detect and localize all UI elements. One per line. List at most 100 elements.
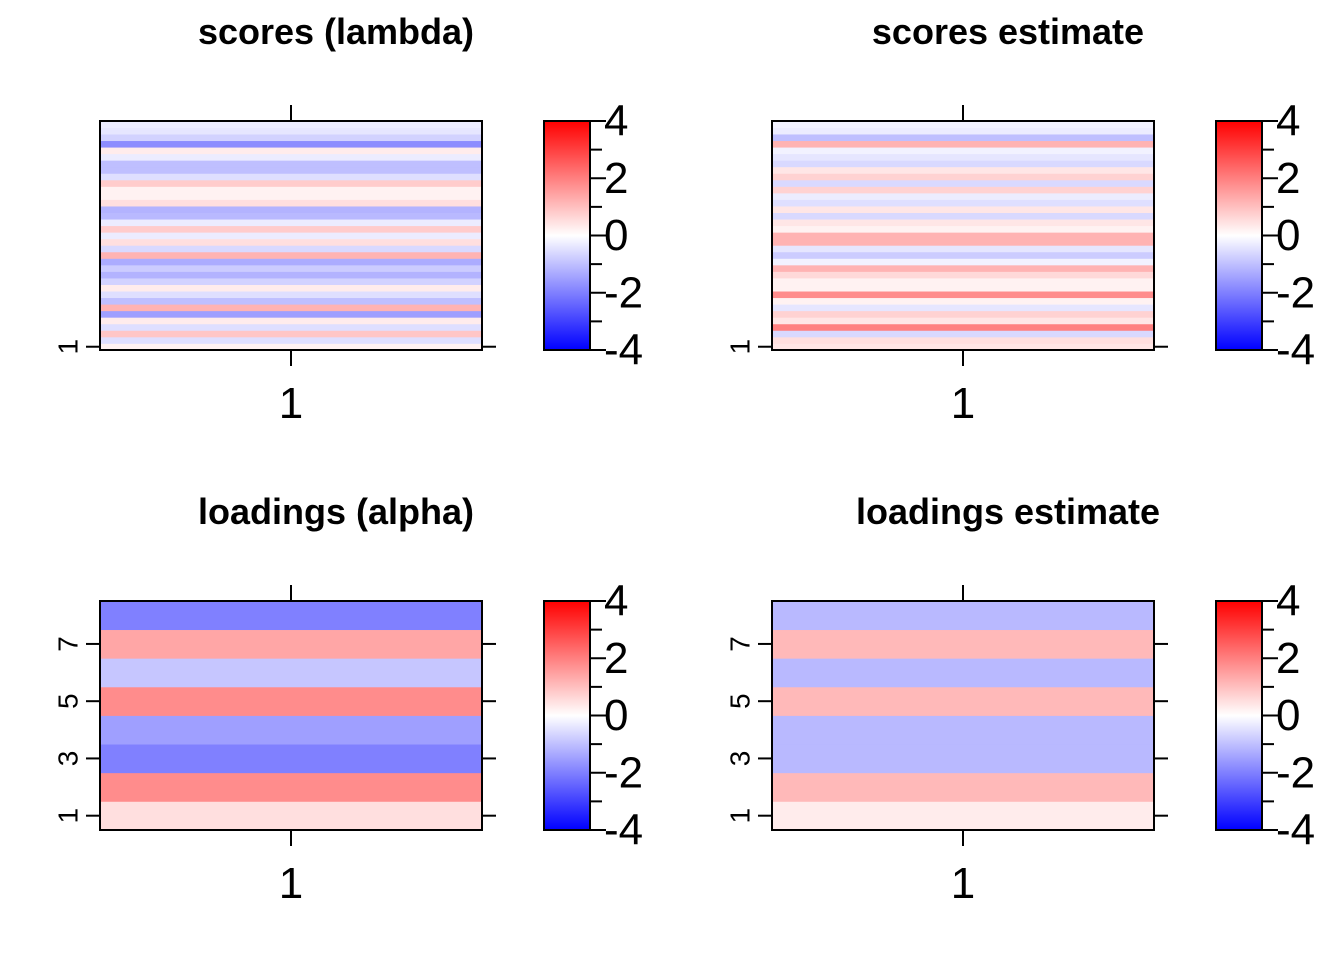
colorbar: [543, 600, 591, 831]
heatmap-cell: [100, 601, 482, 631]
heatmap-cell: [772, 245, 1154, 253]
heatmap-cell: [772, 127, 1154, 135]
colorbar-label: -4: [1276, 806, 1315, 855]
heatmap-cell: [100, 186, 482, 194]
y-tick-label: 7: [725, 636, 756, 652]
heatmap-cell: [100, 801, 482, 831]
colorbar-label: -4: [1276, 326, 1315, 375]
heatmap-cell: [772, 238, 1154, 246]
x-tick-label: 1: [279, 379, 303, 428]
heatmap-cell: [100, 284, 482, 292]
heatmap-cell: [772, 199, 1154, 207]
heatmap-cell: [100, 297, 482, 305]
heatmap-cell: [772, 336, 1154, 344]
heatmap-cell: [100, 232, 482, 240]
heatmap-panel-1: scores (lambda) 1 1 4 2 0 -2 -4: [53, 11, 644, 428]
y-tick-label: 7: [53, 636, 84, 652]
heatmap-cell: [100, 658, 482, 688]
heatmap-cell: [772, 291, 1154, 299]
colorbar: [1215, 600, 1263, 831]
heatmap-cell: [100, 772, 482, 802]
x-tick-label: 1: [279, 859, 303, 908]
y-tick-label: 3: [725, 751, 756, 767]
colorbar-label: -2: [1276, 748, 1315, 797]
heatmap-cell: [100, 212, 482, 220]
heatmap-cell: [772, 772, 1154, 802]
heatmap-cell: [772, 658, 1154, 688]
heatmap-cell: [772, 147, 1154, 155]
heatmap-cell: [772, 715, 1154, 745]
heatmap-cell: [100, 173, 482, 181]
heatmap-cell: [100, 304, 482, 312]
colorbar-label: 2: [604, 634, 628, 683]
colorbar-label: 0: [604, 691, 628, 740]
heatmap-cell: [772, 219, 1154, 227]
heatmap-cell: [100, 225, 482, 233]
heatmap-cell: [100, 330, 482, 338]
heatmap-cell: [100, 199, 482, 207]
heatmap-cell: [772, 323, 1154, 331]
heatmap-cell: [100, 160, 482, 168]
heatmap-cell: [100, 343, 482, 351]
heatmap-cell: [100, 629, 482, 659]
y-tick-label: 3: [53, 751, 84, 767]
y-tick-label: 5: [53, 693, 84, 709]
heatmap-cell: [100, 219, 482, 227]
colorbar-label: 2: [604, 154, 628, 203]
heatmap-cell: [100, 336, 482, 344]
heatmap-cell: [100, 686, 482, 716]
heatmap-cell: [772, 166, 1154, 174]
y-tick-label: 5: [725, 693, 756, 709]
heatmap-panel-2: scores estimate 1 1 4 2 0 -2 -4: [725, 11, 1316, 428]
heatmap-cell: [100, 121, 482, 128]
heatmap-cell: [772, 686, 1154, 716]
heatmap-cell: [100, 291, 482, 299]
heatmap-cell: [772, 601, 1154, 631]
heatmap-cell: [772, 212, 1154, 220]
panel-title: scores (lambda): [198, 11, 474, 52]
colorbar-label: 0: [1276, 691, 1300, 740]
heatmap-cell: [772, 160, 1154, 168]
heatmap-cell: [100, 140, 482, 148]
heatmap-cell: [772, 225, 1154, 233]
heatmap-cell: [100, 245, 482, 253]
colorbar-label: -4: [604, 806, 643, 855]
colorbar-label: 2: [1276, 154, 1300, 203]
heatmap-cell: [772, 343, 1154, 351]
colorbar-label: -2: [1276, 268, 1315, 317]
panel-title: scores estimate: [872, 11, 1144, 52]
heatmap-cell: [100, 179, 482, 187]
y-tick-label: 1: [725, 808, 756, 824]
y-tick-label: 1: [53, 339, 84, 355]
heatmap-cell: [772, 317, 1154, 325]
heatmap-cell: [100, 134, 482, 142]
heatmap-cell: [772, 330, 1154, 338]
y-tick-label: 1: [53, 808, 84, 824]
heatmap-cell: [772, 121, 1154, 128]
heatmap-cell: [772, 304, 1154, 312]
heatmap-cell: [100, 264, 482, 272]
colorbar-label: -4: [604, 326, 643, 375]
heatmap-cell: [100, 153, 482, 161]
heatmap-cell: [100, 238, 482, 246]
colorbar: [1215, 120, 1263, 351]
heatmap-cell: [772, 258, 1154, 266]
heatmap-cell: [772, 232, 1154, 240]
heatmap-cell: [772, 744, 1154, 774]
heatmap-cell: [100, 310, 482, 318]
heatmap-cell: [772, 284, 1154, 292]
heatmap-cell: [100, 278, 482, 285]
colorbar-label: 0: [604, 211, 628, 260]
heatmap-cell: [100, 317, 482, 325]
heatmap-cell: [100, 147, 482, 155]
heatmap-cell: [772, 251, 1154, 259]
heatmap-cell: [772, 192, 1154, 200]
heatmap-cell: [772, 278, 1154, 285]
heatmap-cell: [100, 744, 482, 774]
panel-title: loadings (alpha): [198, 491, 474, 532]
x-tick-label: 1: [951, 859, 975, 908]
heatmap-cell: [772, 297, 1154, 305]
heatmap-cell: [100, 271, 482, 279]
heatmap-cell: [772, 140, 1154, 148]
